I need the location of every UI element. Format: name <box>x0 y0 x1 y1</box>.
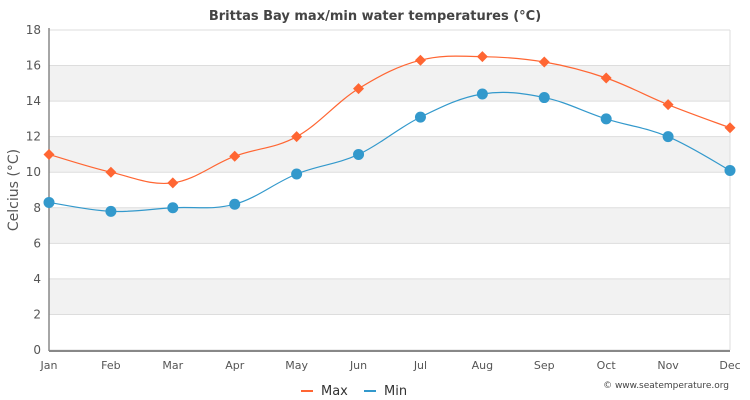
series-max <box>43 51 736 189</box>
series-group <box>43 51 736 217</box>
data-point-max <box>105 166 117 178</box>
data-point-min <box>724 164 736 176</box>
legend-label-max: Max <box>321 384 348 399</box>
y-tick-label: 10 <box>26 165 41 179</box>
x-axis-ticks: Jan Feb Mar Apr May Jun Jul Aug Sep Oct Nov Dec <box>40 359 741 372</box>
x-tick-label: Apr <box>225 359 245 372</box>
data-point-min <box>105 205 117 217</box>
plot-band <box>49 136 730 173</box>
data-point-max <box>43 148 55 160</box>
x-tick-label: Mar <box>162 359 183 372</box>
x-tick-label: Jan <box>40 359 58 372</box>
y-tick-label: 4 <box>33 272 41 286</box>
x-tick-label: Jun <box>349 359 367 372</box>
y-tick-label: 16 <box>26 59 41 73</box>
data-point-min <box>600 113 612 125</box>
x-tick-label: Oct <box>597 359 617 372</box>
x-tick-label: Jul <box>413 359 427 372</box>
data-point-min <box>662 131 674 143</box>
plot-band <box>49 207 730 244</box>
y-axis-ticks: 0 2 4 6 8 10 12 14 16 18 <box>26 23 41 357</box>
series-line-max <box>48 55 731 185</box>
axes <box>48 28 730 352</box>
data-point-max <box>291 131 303 143</box>
data-point-min <box>353 148 365 160</box>
chart-title: Brittas Bay max/min water temperatures (… <box>209 9 541 24</box>
series-min <box>43 88 736 217</box>
plot-bands <box>49 65 730 315</box>
data-point-max <box>414 54 426 66</box>
data-point-max <box>600 72 612 84</box>
y-tick-label: 6 <box>33 236 41 250</box>
x-tick-label: Aug <box>472 359 493 372</box>
data-point-max <box>662 99 674 111</box>
data-point-max <box>353 83 365 95</box>
data-point-min <box>229 198 241 210</box>
data-point-max <box>476 51 488 63</box>
y-tick-label: 18 <box>26 23 41 37</box>
y-tick-label: 8 <box>33 201 41 215</box>
data-point-min <box>291 168 303 180</box>
data-point-max <box>229 150 241 162</box>
legend: Max Min <box>301 384 407 399</box>
x-tick-label: Feb <box>101 359 120 372</box>
grid-lines <box>49 29 731 351</box>
y-tick-label: 14 <box>26 94 41 108</box>
y-tick-label: 0 <box>33 343 41 357</box>
data-point-min <box>538 92 550 104</box>
y-axis-label: Celcius (°C) <box>6 149 22 231</box>
y-tick-label: 2 <box>33 307 41 321</box>
data-point-min <box>476 88 488 100</box>
x-tick-label: Sep <box>534 359 555 372</box>
x-tick-label: May <box>285 359 308 372</box>
plot-band <box>49 278 730 315</box>
data-point-max <box>724 122 736 134</box>
data-point-max <box>167 177 179 189</box>
data-point-min <box>414 111 426 123</box>
data-point-min <box>167 202 179 214</box>
x-tick-label: Nov <box>657 359 679 372</box>
x-tick-label: Dec <box>719 359 740 372</box>
data-point-min <box>43 196 55 208</box>
data-point-max <box>538 56 550 68</box>
legend-label-min: Min <box>384 384 407 399</box>
y-tick-label: 12 <box>26 130 41 144</box>
credit-text: © www.seatemperature.org <box>603 381 729 391</box>
